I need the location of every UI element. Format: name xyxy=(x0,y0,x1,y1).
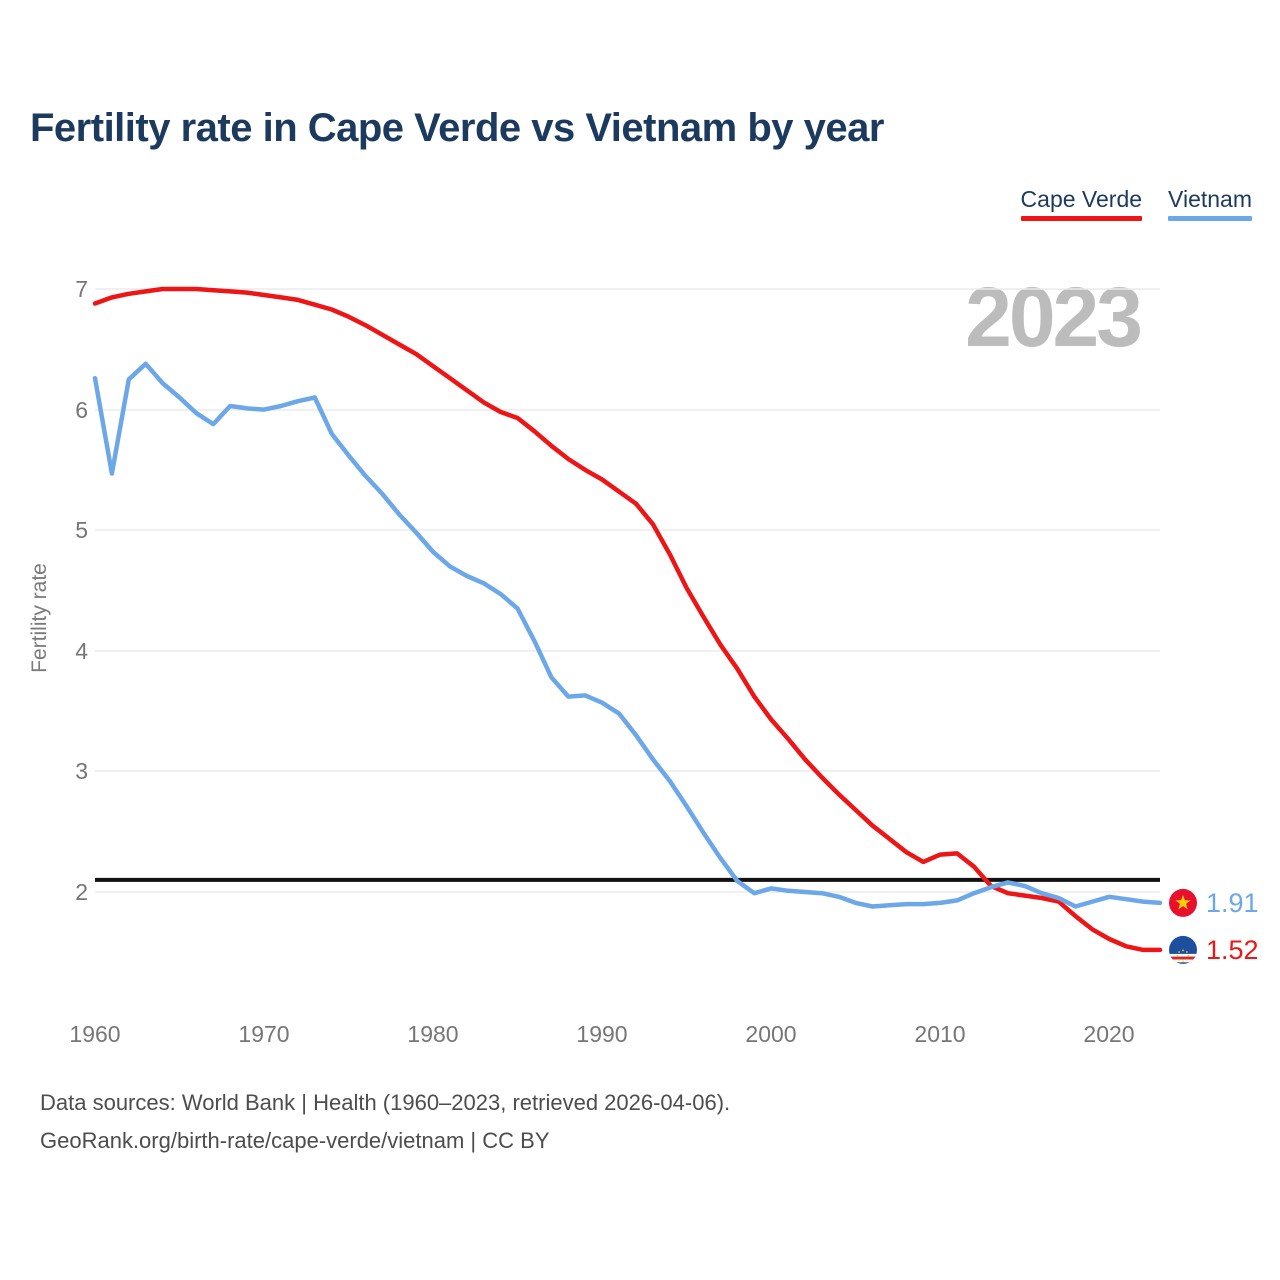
y-tick: 5 xyxy=(75,517,88,543)
legend-item-cape-verde[interactable]: Cape Verde xyxy=(1020,186,1143,221)
footer: Data sources: World Bank | Health (1960–… xyxy=(40,1084,730,1160)
x-tick: 2020 xyxy=(1083,1021,1134,1047)
x-tick: 1960 xyxy=(69,1021,120,1047)
legend: Cape Verde Vietnam xyxy=(1020,186,1252,221)
y-axis-ticks: 7 6 5 4 3 2 xyxy=(75,276,88,905)
y-tick: 6 xyxy=(75,397,88,423)
x-tick: 2000 xyxy=(745,1021,796,1047)
x-axis-ticks: 1960 1970 1980 1990 2000 2010 2020 xyxy=(69,1021,1134,1047)
footer-sources: Data sources: World Bank | Health (1960–… xyxy=(40,1090,731,1115)
x-tick: 1970 xyxy=(238,1021,289,1047)
star-icon xyxy=(1175,894,1191,910)
legend-color-bar-cape-verde xyxy=(1020,216,1143,221)
legend-label-cape-verde: Cape Verde xyxy=(1020,186,1143,212)
legend-label-vietnam: Vietnam xyxy=(1168,186,1252,212)
x-tick: 2010 xyxy=(914,1021,965,1047)
page-title: Fertility rate in Cape Verde vs Vietnam … xyxy=(30,106,884,150)
watermark-year: 2023 xyxy=(965,270,1140,364)
legend-color-bar-vietnam xyxy=(1168,216,1252,221)
cape-verde-flag-stars xyxy=(1176,949,1190,963)
cape-verde-flag-icon xyxy=(1169,935,1197,964)
y-axis-label: Fertility rate xyxy=(28,563,51,673)
vietnam-line xyxy=(92,361,1163,909)
vietnam-flag-icon xyxy=(1169,888,1197,917)
y-tick: 2 xyxy=(75,879,88,905)
y-tick: 4 xyxy=(75,638,88,664)
cape-verde-flag-stripes xyxy=(1169,949,1197,963)
vietnam-end-value: 1.91 xyxy=(1206,888,1259,918)
x-tick: 1990 xyxy=(576,1021,627,1047)
y-tick: 3 xyxy=(75,758,88,784)
cape-verde-line xyxy=(92,286,1163,953)
x-tick: 1980 xyxy=(407,1021,458,1047)
footer-attribution: GeoRank.org/birth-rate/cape-verde/vietna… xyxy=(40,1128,550,1153)
y-tick: 7 xyxy=(75,276,88,302)
cape-verde-end-value: 1.52 xyxy=(1206,935,1259,965)
gridlines xyxy=(95,288,1160,893)
legend-item-vietnam[interactable]: Vietnam xyxy=(1168,186,1252,221)
